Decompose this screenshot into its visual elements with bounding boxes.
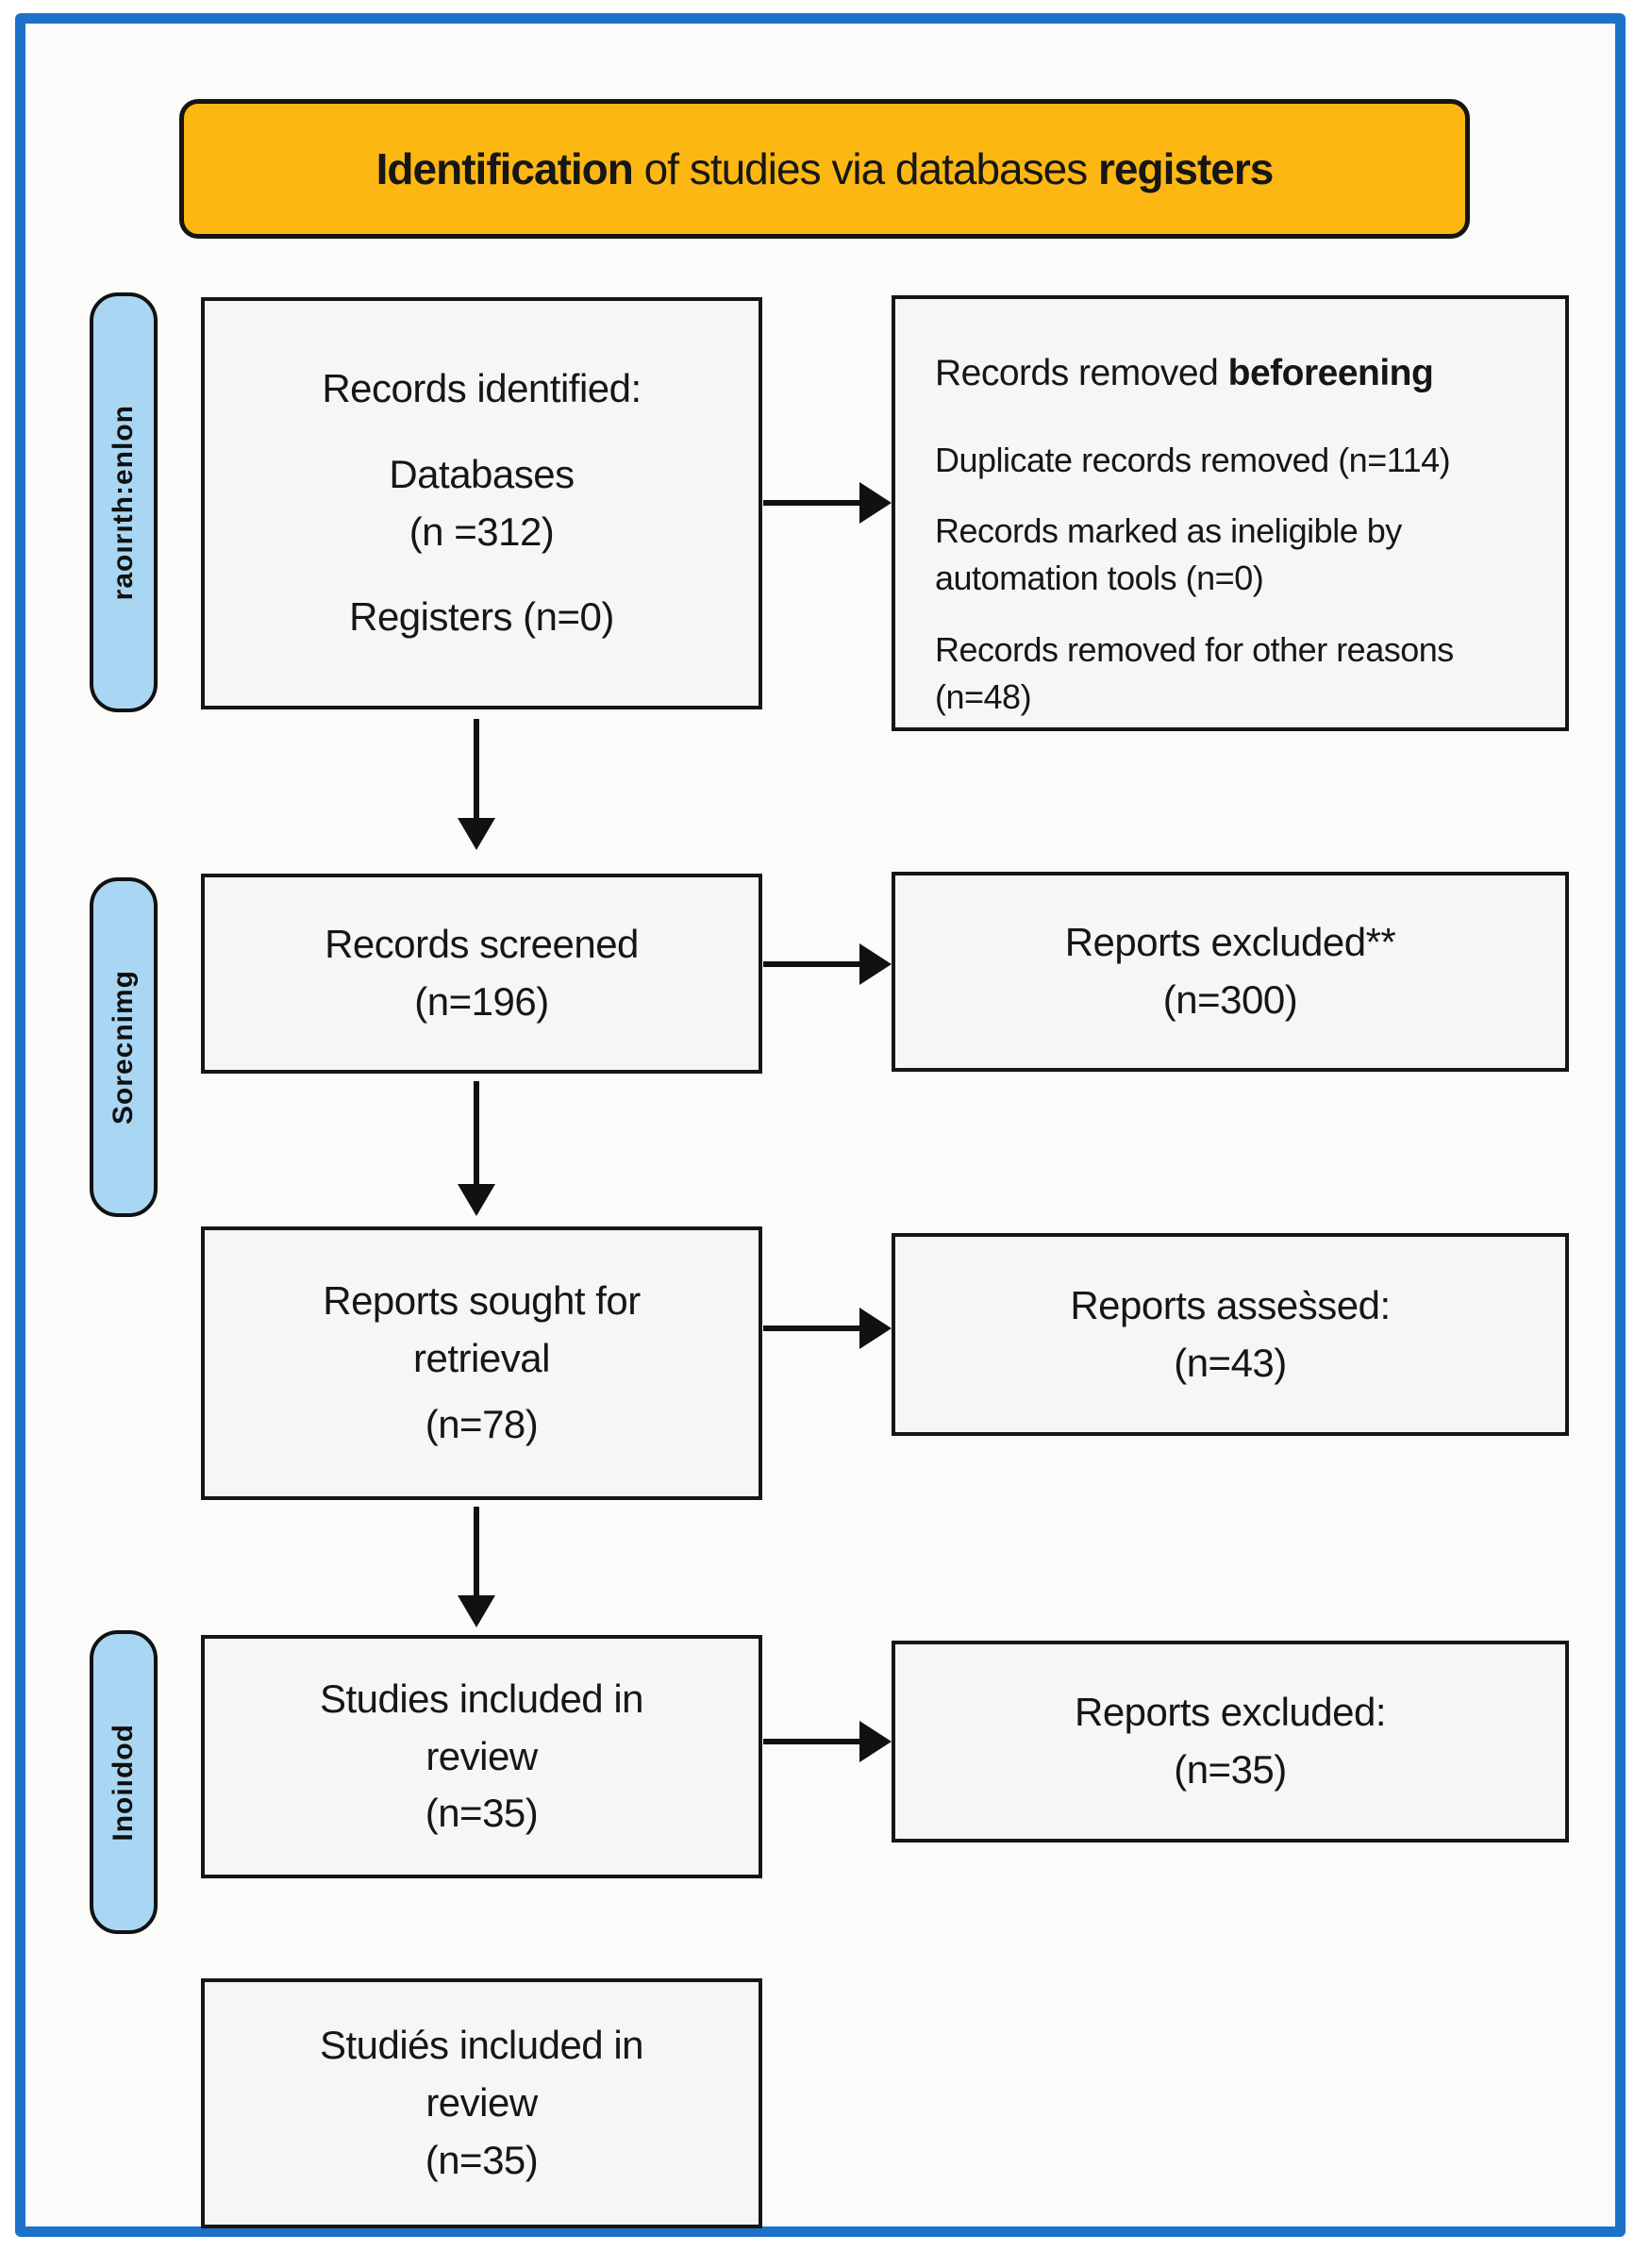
arrow-right-icon	[763, 1721, 892, 1762]
box-line: review	[425, 2080, 538, 2126]
box-records-removed-before-screening: Records removed beforeening Duplicate re…	[892, 295, 1569, 731]
arrow-right-icon	[763, 482, 892, 524]
box-line: Records identified:	[322, 365, 642, 410]
box-line: (n=300)	[1162, 977, 1298, 1022]
box-line: (n=35)	[425, 1791, 539, 1836]
box-line: Records screened	[325, 922, 639, 967]
box-line: Studiés included in	[319, 2023, 644, 2068]
stage-ribbon-identification-label: raoırıth:enlon	[108, 404, 139, 601]
box-line: (n =312)	[409, 509, 555, 554]
stage-ribbon-included: Inoiıdod	[90, 1630, 158, 1934]
title-segment-registers: registers	[1098, 144, 1274, 193]
box-line: (n=43)	[1174, 1340, 1287, 1385]
box-line: (n=35)	[425, 2137, 539, 2182]
stage-ribbon-screening: Sorecnimg	[90, 877, 158, 1217]
box-heading: Records removed beforeening	[935, 348, 1434, 399]
box-line: Reports sought for	[323, 1277, 641, 1323]
box-reports-assessed: Reports asses̀sed: (n=43)	[892, 1233, 1569, 1436]
box-line: Studies included in	[319, 1676, 644, 1721]
heading-bold: beforeening	[1227, 353, 1434, 393]
title-segment-middle: of studies via databases	[632, 144, 1098, 193]
box-line: retrieval	[413, 1335, 550, 1380]
title-segment-identification: Identification	[375, 144, 634, 193]
title-banner: Identification of studies via databases …	[179, 99, 1470, 239]
arrow-right-icon	[763, 1308, 892, 1349]
box-studies-included-final: Studiés included in review (n=35)	[201, 1978, 762, 2228]
box-studies-included: Studies included in review (n=35)	[201, 1635, 762, 1878]
box-line: review	[425, 1733, 538, 1778]
stage-ribbon-included-label: Inoiıdod	[108, 1723, 139, 1842]
box-line: Reports excluded:	[1074, 1690, 1387, 1735]
box-reports-excluded-screening: Reports excluded** (n=300)	[892, 872, 1569, 1072]
box-records-identified: Records identified: Databases (n =312) R…	[201, 297, 762, 709]
box-line: Duplicate records removed (n=114)	[935, 440, 1451, 479]
box-reports-sought: Reports sought for retrieval (n=78)	[201, 1226, 762, 1500]
arrow-down-icon	[458, 1507, 495, 1627]
box-line: Registers (n=0)	[349, 594, 614, 640]
arrow-right-icon	[763, 943, 892, 985]
box-records-screened: Records screened (n=196)	[201, 874, 762, 1074]
box-line: Records removed for other reasons (n=48)	[935, 629, 1454, 716]
box-line: Databases	[389, 451, 575, 496]
stage-ribbon-identification: raoırıth:enlon	[90, 292, 158, 712]
arrow-down-icon	[458, 1081, 495, 1216]
box-line: Reports excluded**	[1064, 920, 1396, 965]
box-reports-excluded-included: Reports excluded: (n=35)	[892, 1641, 1569, 1843]
box-line: (n=35)	[1174, 1747, 1287, 1792]
box-line: Reports asses̀sed:	[1070, 1282, 1391, 1327]
box-line: Records marked as ineligible by automati…	[935, 511, 1402, 598]
box-line: (n=78)	[425, 1402, 539, 1447]
box-line: (n=196)	[414, 979, 549, 1024]
stage-ribbon-screening-label: Sorecnimg	[108, 969, 139, 1126]
heading-prefix: Records removed	[935, 353, 1228, 393]
arrow-down-icon	[458, 719, 495, 850]
